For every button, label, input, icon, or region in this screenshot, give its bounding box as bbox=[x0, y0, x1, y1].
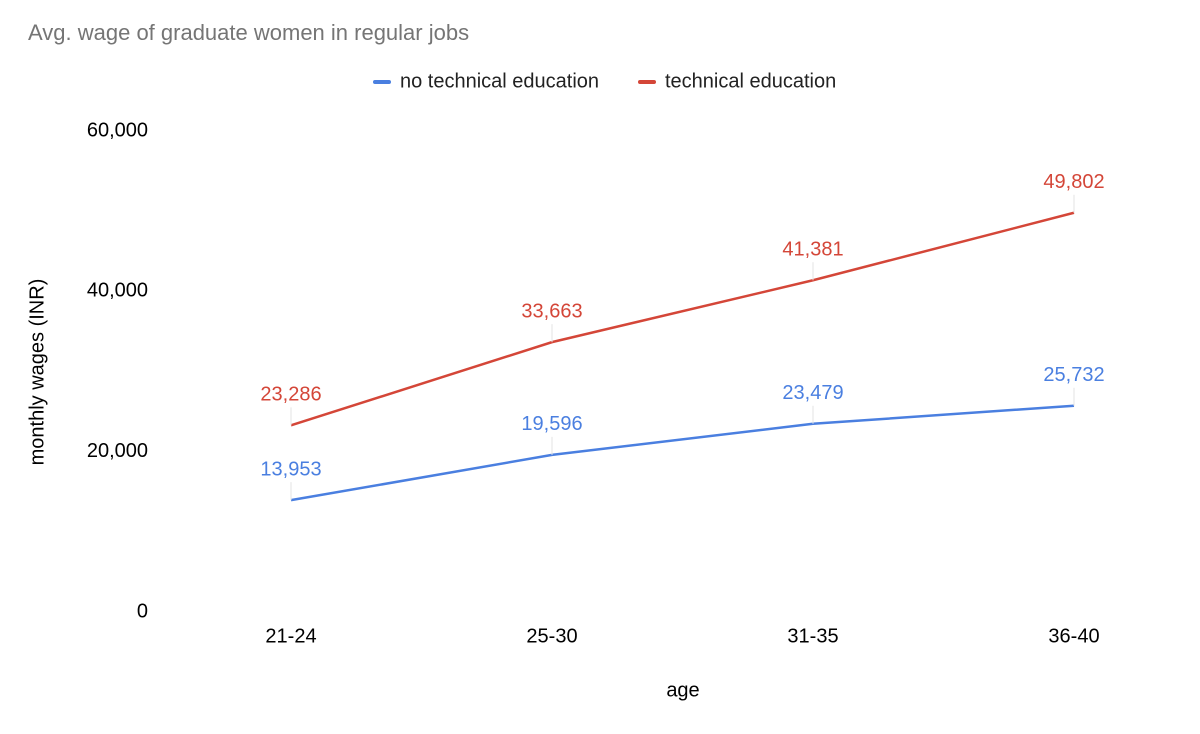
x-tick-label: 21-24 bbox=[265, 625, 316, 647]
y-tick-label: 60,000 bbox=[87, 119, 148, 141]
series-line bbox=[290, 211, 1075, 427]
y-axis-title: monthly wages (INR) bbox=[26, 279, 48, 466]
x-tick-label: 25-30 bbox=[526, 625, 577, 647]
data-label: 23,286 bbox=[260, 384, 321, 406]
series-line bbox=[290, 404, 1075, 502]
data-label: 23,479 bbox=[782, 382, 843, 404]
data-label: 19,596 bbox=[521, 413, 582, 435]
x-tick-label: 36-40 bbox=[1048, 625, 1099, 647]
data-label: 13,953 bbox=[260, 458, 321, 480]
x-tick-label: 31-35 bbox=[787, 625, 838, 647]
x-axis-title: age bbox=[666, 679, 699, 701]
y-tick-label: 20,000 bbox=[87, 440, 148, 462]
legend-label: no technical education bbox=[400, 70, 599, 92]
data-label: 25,732 bbox=[1043, 364, 1104, 386]
legend-label: technical education bbox=[665, 70, 836, 92]
y-tick-label: 0 bbox=[137, 600, 148, 622]
data-label: 49,802 bbox=[1043, 171, 1104, 193]
data-label: 41,381 bbox=[782, 239, 843, 261]
data-label: 33,663 bbox=[521, 300, 582, 322]
chart-title: Avg. wage of graduate women in regular j… bbox=[28, 20, 469, 45]
y-tick-label: 40,000 bbox=[87, 280, 148, 302]
